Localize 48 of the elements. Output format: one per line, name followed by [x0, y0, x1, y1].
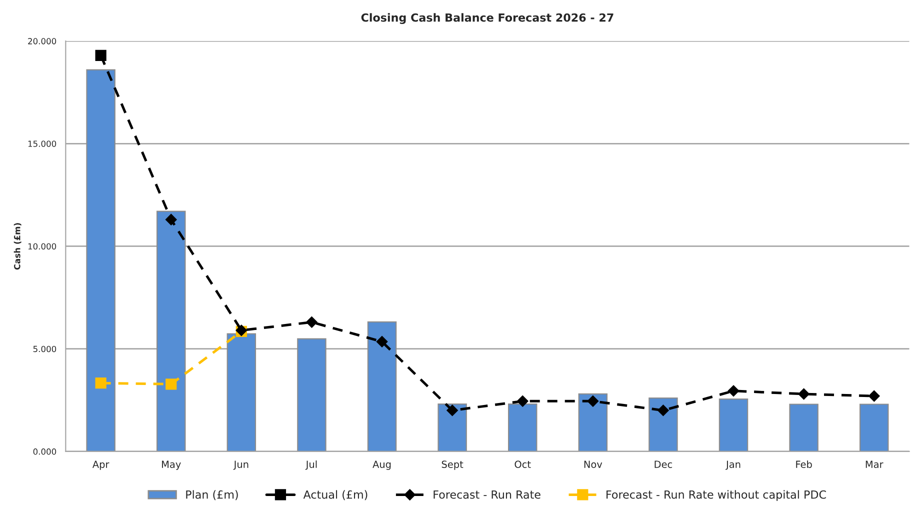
point: [798, 388, 810, 400]
legend-label: Forecast - Run Rate without capital PDC: [606, 490, 826, 501]
point: [517, 396, 528, 407]
point: [306, 316, 318, 328]
y-tick-label: 0.000: [33, 448, 56, 455]
bar: [648, 398, 678, 452]
y-tick-label: 15.000: [28, 140, 56, 147]
point: [446, 404, 458, 416]
point: [658, 404, 669, 416]
bar: [789, 404, 818, 452]
x-tick-label: Mar: [866, 460, 884, 468]
x-tick-label: Aug: [372, 460, 391, 470]
x-tick-label: Dec: [654, 460, 672, 468]
bar: [718, 398, 748, 452]
chart-title: Closing Cash Balance Forecast 2026 - 27: [361, 13, 614, 24]
bar: [86, 69, 116, 452]
point: [166, 214, 177, 226]
legend-label: Actual (£m): [303, 490, 368, 500]
bar: [578, 393, 608, 452]
y-axis-title: Cash (£m): [14, 223, 22, 270]
point: [166, 378, 177, 390]
point: [95, 50, 106, 61]
bar: [156, 210, 186, 452]
x-tick-label: Jun: [233, 460, 248, 470]
x-tick-label: Nov: [584, 460, 602, 468]
x-tick-label: Jan: [726, 460, 740, 470]
y-tick-label: 5.000: [33, 346, 56, 352]
x-tick-label: Feb: [796, 460, 812, 468]
point: [728, 385, 740, 397]
bar: [860, 404, 889, 452]
point: [376, 336, 388, 348]
point: [868, 390, 880, 402]
x-tick-label: May: [162, 460, 181, 470]
legend-label: Plan (£m): [186, 490, 238, 500]
bar: [438, 403, 467, 452]
point: [95, 378, 106, 389]
bar: [508, 403, 538, 452]
bar: [297, 338, 326, 452]
y-tick-label: 10.000: [28, 243, 56, 250]
point: [587, 396, 599, 407]
x-tick-label: Oct: [514, 460, 531, 468]
bar: [367, 321, 397, 452]
x-tick-label: Apr: [92, 460, 110, 470]
x-tick-label: Sept: [442, 460, 464, 470]
bar: [226, 333, 256, 452]
x-tick-label: Jul: [305, 460, 317, 470]
legend-label: Forecast - Run Rate: [434, 490, 540, 499]
y-tick-label: 20.000: [28, 38, 56, 44]
